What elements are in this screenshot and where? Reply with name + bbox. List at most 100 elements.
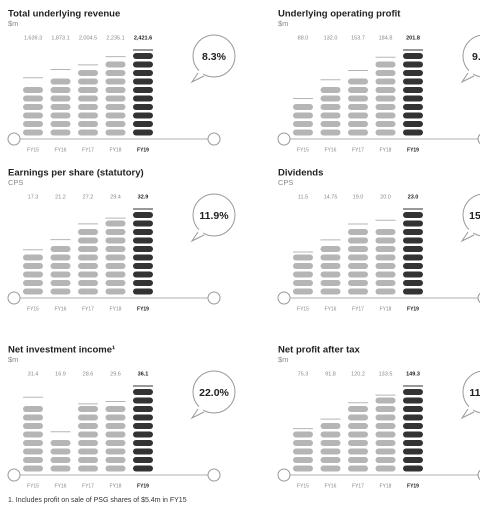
bar-segment [105, 246, 126, 252]
bar-segment [78, 87, 98, 93]
bar-segment [78, 254, 98, 261]
bar [105, 217, 126, 295]
bar-segment [320, 457, 341, 463]
bar-segment [78, 440, 98, 446]
bar-segment [403, 220, 423, 227]
bar-segment [78, 121, 98, 127]
callout-bubble [190, 231, 205, 243]
bar-segment [348, 237, 368, 244]
bar-segment [293, 457, 313, 463]
x-tick-label: FY18 [380, 147, 392, 153]
bar-segment [348, 414, 368, 421]
bar-segment [133, 465, 153, 472]
bar [23, 249, 43, 295]
x-tick-label: FY18 [110, 147, 122, 153]
x-tick-label: FY15 [297, 306, 309, 312]
bar-segment [375, 288, 396, 295]
growth-annotation: 8.3% [202, 51, 227, 63]
chart-subtitle: $m [8, 355, 18, 364]
x-tick-label: FY18 [110, 483, 122, 489]
bar-segment [133, 414, 153, 421]
value-label: 2,421.6 [134, 35, 152, 41]
bar-segment [23, 406, 43, 412]
chart-subtitle: $m [278, 355, 288, 364]
bar-segment [320, 440, 341, 446]
bar-segment [23, 280, 43, 286]
bar-segment [78, 271, 98, 278]
bar-segment [105, 121, 126, 127]
bar-segment [50, 246, 71, 252]
bar-segment [320, 423, 341, 429]
bar-segment [78, 104, 98, 110]
bar-segment [293, 263, 313, 269]
bar-segment [348, 448, 368, 455]
bar-segment [50, 78, 71, 85]
bar-segment [403, 212, 423, 218]
bar-segment [23, 263, 43, 269]
bar-segment [348, 254, 368, 261]
value-label: 88.0 [298, 35, 309, 41]
callout-bubble [192, 370, 236, 414]
bar-segment [320, 431, 341, 438]
bar-segment [105, 237, 126, 244]
bar-segment [78, 288, 98, 295]
bar-segment [293, 448, 313, 455]
bar-segment [78, 263, 98, 269]
callout-bubble [460, 72, 475, 84]
bar-segment [23, 431, 43, 438]
bar-segment [403, 288, 423, 295]
bar-segment [403, 457, 423, 463]
bar [50, 431, 71, 472]
bar-segment [403, 271, 423, 278]
value-label: 16.9 [55, 371, 66, 377]
bar-segment [23, 423, 43, 429]
bar-segment [78, 457, 98, 463]
bar-segment [105, 414, 126, 421]
value-label: 201.8 [406, 35, 420, 41]
bar-segment [293, 104, 313, 110]
bar-segment [293, 254, 313, 261]
bar-segment [403, 440, 423, 446]
axis-end [207, 132, 221, 146]
footnote: 1. Includes profit on sale of PSG shares… [8, 497, 187, 504]
bar-segment [133, 112, 153, 119]
bar-segment [133, 271, 153, 278]
bar-segment [133, 121, 153, 127]
bar-segment [348, 423, 368, 429]
bar [348, 69, 368, 136]
bar-segment [133, 280, 153, 286]
bar-segment [78, 229, 98, 235]
bar-segment [375, 104, 396, 110]
bar-segment [78, 129, 98, 136]
bar-segment [133, 457, 153, 463]
value-label: 2,235.1 [106, 35, 124, 41]
bar-segment [375, 465, 396, 472]
bar-segment [78, 448, 98, 455]
bar-segment [348, 229, 368, 235]
bar-segment [348, 440, 368, 446]
bar-segment [403, 423, 423, 429]
bar-segment [348, 112, 368, 119]
value-label: 27.2 [83, 194, 94, 200]
bar-segment [293, 121, 313, 127]
bar [375, 56, 396, 136]
bar-segment [133, 254, 153, 261]
bar-segment [403, 229, 423, 235]
bar-segment [348, 263, 368, 269]
bar-segment [50, 440, 71, 446]
bar-segment [133, 104, 153, 110]
value-label: 21.2 [55, 194, 66, 200]
bar-segment [403, 95, 423, 102]
bar-segment [403, 389, 423, 395]
bar-segment [133, 229, 153, 235]
value-label: 91.8 [325, 371, 336, 377]
bar-segment [348, 78, 368, 85]
axis-end [277, 132, 291, 146]
bar-segment [105, 61, 126, 68]
bar-segment [375, 78, 396, 85]
bar-segment [23, 465, 43, 472]
value-label: 23.0 [408, 194, 419, 200]
bar-segment [403, 112, 423, 119]
x-tick-label: FY17 [82, 483, 94, 489]
